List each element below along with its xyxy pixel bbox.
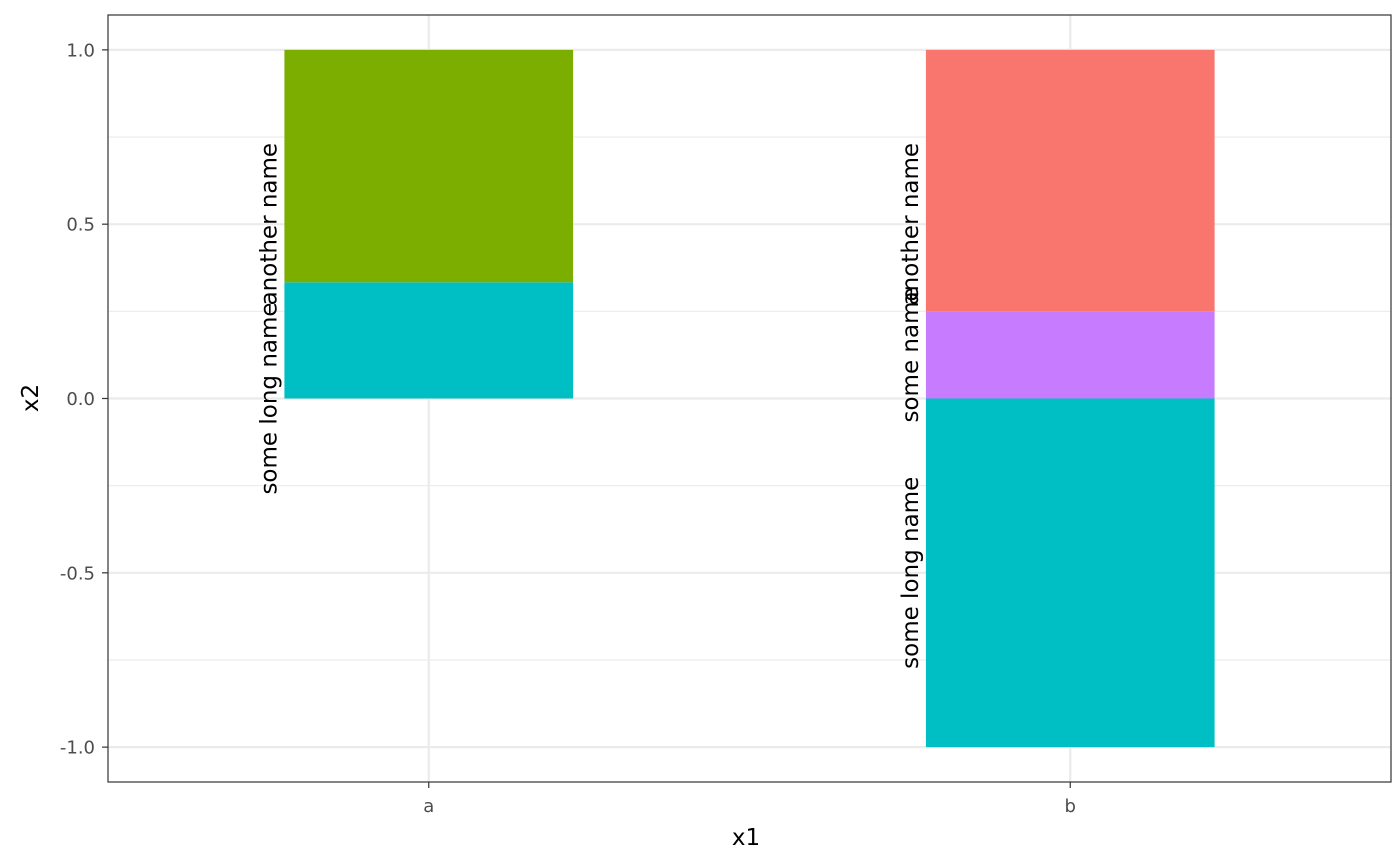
- y-axis-title: x2: [18, 384, 44, 412]
- bar-segment: [925, 49, 1215, 312]
- y-tick-label: 0.0: [66, 389, 95, 410]
- bar-label: some long name: [898, 477, 924, 669]
- bar-label: another name: [256, 143, 282, 305]
- x-tick-label: a: [423, 796, 434, 817]
- bar-label: some long name: [256, 302, 282, 494]
- x-axis-title: x1: [732, 825, 760, 851]
- y-tick-label: 1.0: [66, 40, 95, 61]
- bar-segment: [925, 311, 1215, 399]
- y-tick-label: -0.5: [60, 563, 95, 584]
- x-tick-label: b: [1065, 796, 1076, 817]
- bar-segments: [284, 49, 1215, 748]
- y-axis: -1.0 -0.5 0.0 0.5 1.0: [60, 40, 108, 759]
- bar-segment: [284, 282, 574, 399]
- bar-segment: [925, 398, 1215, 748]
- y-tick-label: 0.5: [66, 215, 95, 236]
- bar-label: some name: [898, 287, 924, 422]
- bar-label: another name: [898, 143, 924, 305]
- bar-segment: [284, 49, 574, 283]
- y-tick-label: -1.0: [60, 738, 95, 759]
